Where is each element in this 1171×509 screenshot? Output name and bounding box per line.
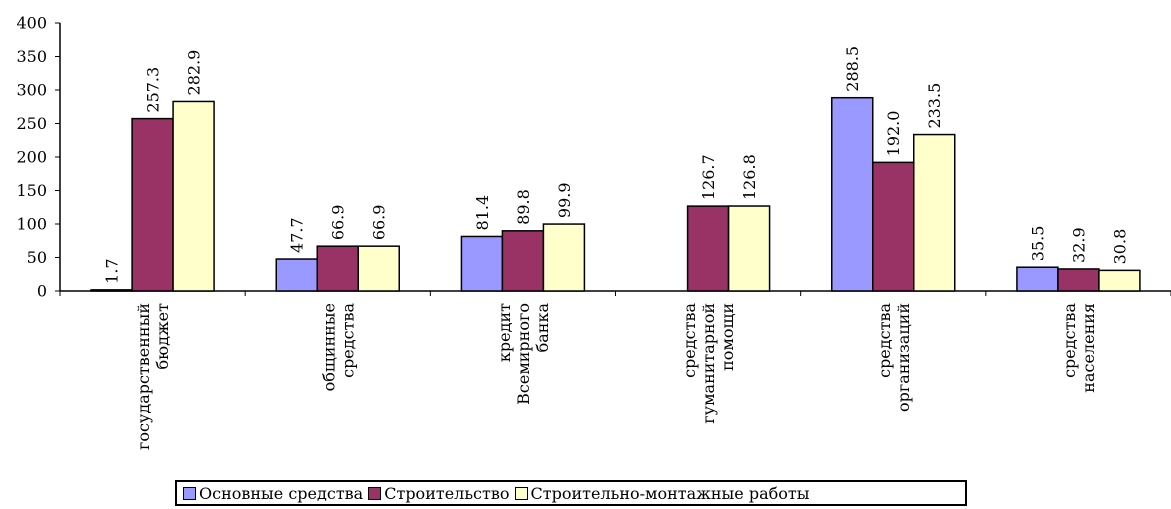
data-label: 47.7 (288, 217, 307, 253)
category-label: бюджет (153, 303, 172, 370)
data-label: 288.5 (843, 46, 862, 92)
bar (1016, 266, 1059, 292)
category-label: организаций (894, 303, 913, 412)
bar (913, 133, 956, 292)
category-label: средства (1060, 303, 1079, 378)
data-label: 257.3 (144, 67, 163, 113)
y-tick-label: 100 (16, 215, 47, 234)
bar (831, 96, 874, 292)
legend: Основные средства Строительство Строител… (175, 480, 967, 506)
data-label: 89.8 (514, 189, 533, 225)
bar (275, 258, 318, 292)
bar (316, 245, 359, 292)
legend-swatch-series-2 (368, 486, 382, 500)
category-label: гуманитарной (699, 303, 718, 424)
legend-item-series-1: Основные средства (183, 484, 363, 503)
y-tick-label: 250 (16, 114, 47, 133)
bar (686, 205, 730, 292)
bar (90, 289, 133, 292)
data-label: 66.9 (370, 205, 389, 241)
legend-label-series-1: Основные средства (199, 483, 364, 503)
bar (727, 205, 771, 292)
category-label: средства (338, 303, 357, 378)
bar (131, 117, 174, 292)
y-tick-label: 200 (16, 148, 47, 167)
category-label: Всемирного (514, 303, 533, 405)
y-tick-label: 150 (16, 181, 47, 200)
category-label: банка (533, 303, 552, 353)
bar (1057, 268, 1100, 292)
legend-label-series-3: Строительно-монтажные работы (530, 483, 810, 503)
bar (1098, 269, 1141, 292)
category-label: государственный (134, 303, 153, 450)
y-tick-label: 50 (27, 248, 47, 267)
bar (460, 235, 504, 292)
data-label: 192.0 (884, 111, 903, 157)
bar (357, 245, 400, 292)
y-tick-label: 0 (37, 282, 47, 301)
data-label: 66.9 (329, 205, 348, 241)
y-tick-label: 300 (16, 81, 47, 100)
category-label: кредит (495, 303, 514, 362)
legend-swatch-series-3 (514, 486, 528, 500)
bar (542, 223, 586, 292)
legend-label-series-2: Строительство (384, 483, 510, 503)
data-label: 282.9 (185, 50, 204, 96)
data-label: 126.7 (699, 154, 718, 200)
y-tick-label: 350 (16, 47, 47, 66)
data-label: 81.4 (473, 195, 492, 231)
bar (172, 100, 215, 292)
y-tick-label: 400 (16, 14, 47, 33)
category-label: средства (680, 303, 699, 378)
data-label: 32.9 (1069, 227, 1088, 263)
data-label: 1.7 (103, 258, 122, 283)
category-label: помощи (718, 303, 737, 371)
category-label: общинные (319, 303, 338, 391)
category-label: средства (875, 303, 894, 378)
category-label: населения (1079, 303, 1098, 393)
legend-item-series-2: Строительство (368, 483, 510, 503)
data-label: 99.9 (555, 182, 574, 218)
bar (501, 230, 545, 292)
legend-swatch-series-1 (183, 486, 196, 500)
data-label: 30.8 (1110, 229, 1129, 265)
data-label: 35.5 (1028, 226, 1047, 262)
legend-item-series-3: Строительно-монтажные работы (514, 483, 810, 503)
data-label: 233.5 (925, 83, 944, 129)
bar (872, 161, 915, 292)
data-label: 126.8 (740, 154, 759, 200)
